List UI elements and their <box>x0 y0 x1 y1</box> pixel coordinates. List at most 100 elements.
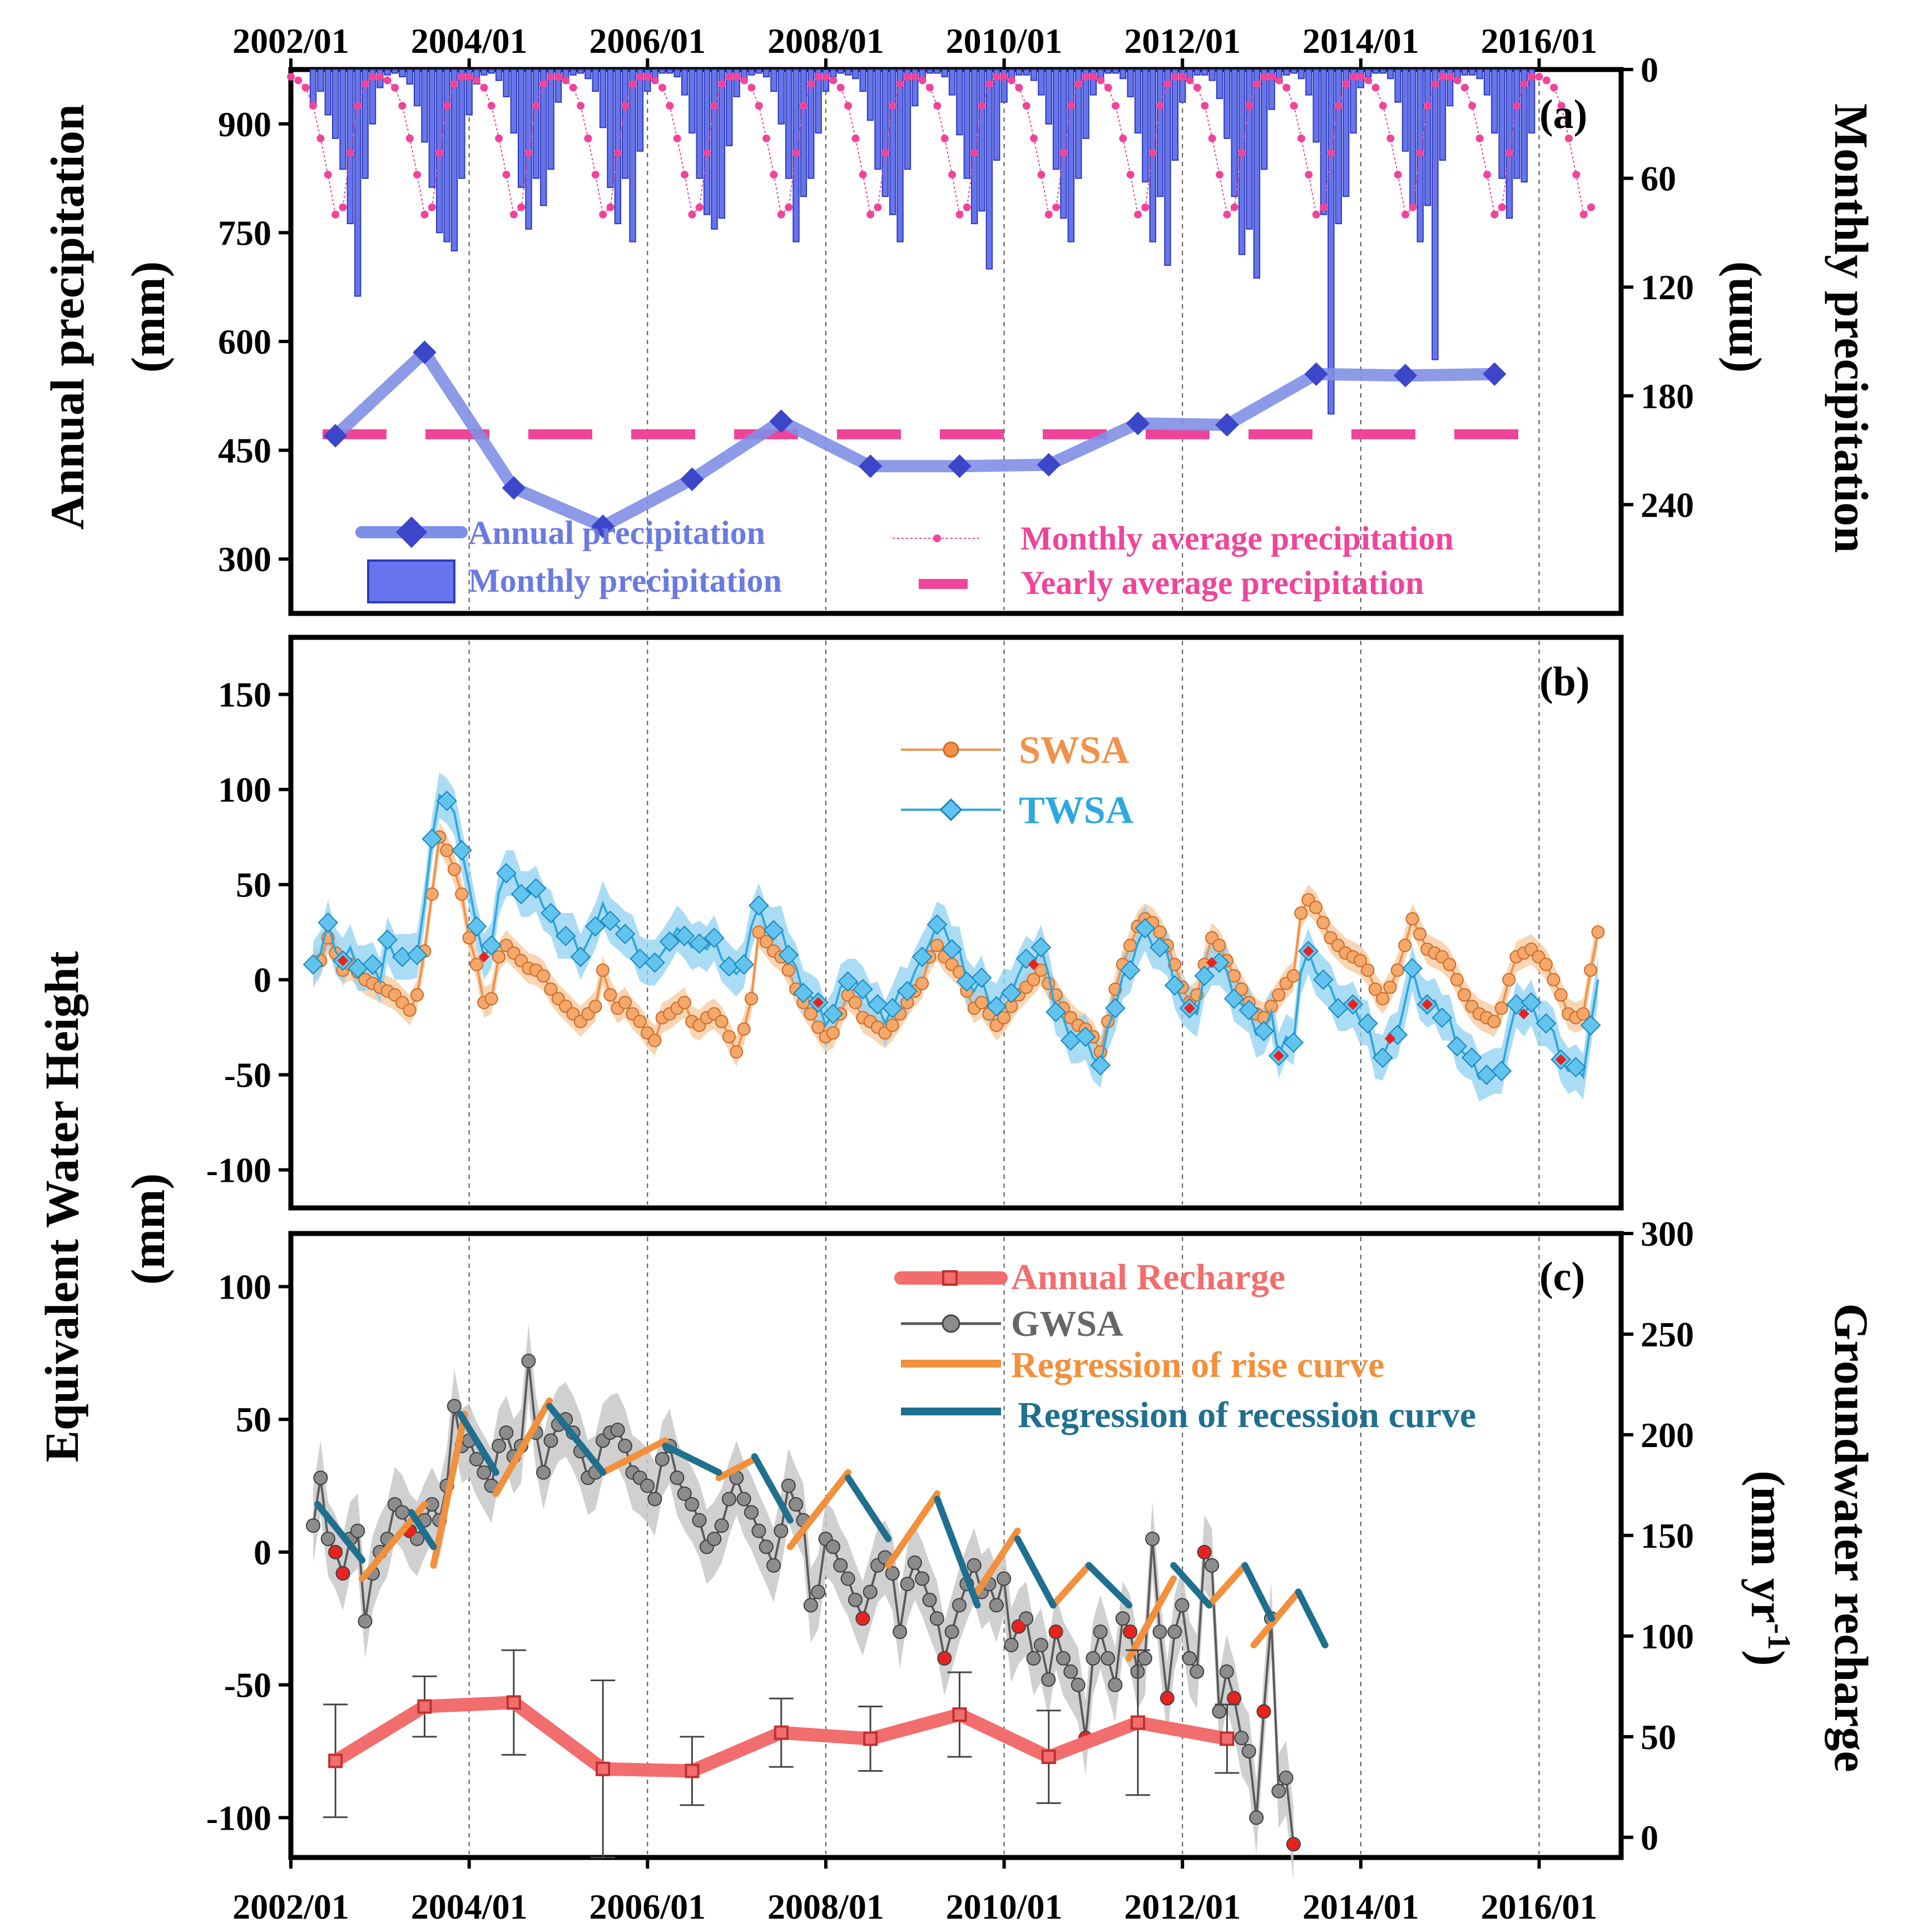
monthly-bar <box>1335 69 1342 225</box>
ytick-label-c-right-250: 250 <box>1641 1315 1694 1354</box>
monthly-average-point <box>1579 210 1588 219</box>
panel-c-right-axis-title: Groundwater recharge <box>1825 1303 1878 1772</box>
swsa-point <box>781 963 795 977</box>
monthly-average-point <box>1305 171 1313 179</box>
monthly-bar <box>896 69 904 242</box>
monthly-average-point <box>495 134 503 142</box>
monthly-average-point <box>465 73 473 81</box>
gwsa-missing-point <box>1198 1545 1211 1558</box>
gwsa-point <box>499 1425 514 1440</box>
panel-a: 300 450 600 750 900 0 60 120 180 240 2002/01 2004… <box>41 21 1878 616</box>
monthly-bar <box>577 69 584 74</box>
swsa-point <box>425 887 439 901</box>
legend-monthly-swatch <box>367 559 455 603</box>
monthly-average-point <box>1401 210 1410 219</box>
monthly-average-point <box>1334 102 1343 110</box>
twsa-point <box>1001 983 1022 1003</box>
ytick-label-c-right-100: 100 <box>1641 1617 1694 1656</box>
gwsa-missing-point <box>1049 1626 1062 1638</box>
annual-precipitation-point <box>680 467 704 491</box>
monthly-bar <box>948 69 956 96</box>
monthly-bar <box>1260 69 1268 170</box>
monthly-bar <box>317 69 324 92</box>
ytick-label-c-left--50: -50 <box>224 1666 271 1705</box>
swsa-point <box>1368 982 1382 996</box>
monthly-bar <box>510 69 518 134</box>
monthly-bar <box>1476 69 1483 80</box>
panel-b-left-axis: -100 -50 0 50 100 150 <box>206 675 291 1190</box>
swsa-point <box>1576 1007 1590 1021</box>
gwsa-point <box>477 1465 492 1480</box>
monthly-average-point <box>1542 76 1551 85</box>
monthly-bar <box>681 69 688 96</box>
ytick-label-c-left-50: 50 <box>236 1400 271 1439</box>
monthly-average-point <box>821 73 830 81</box>
swsa-point <box>997 1011 1011 1024</box>
monthly-average-point <box>413 171 422 179</box>
gwsa-point <box>1145 1532 1160 1547</box>
monthly-average-point <box>918 76 927 85</box>
monthly-bar <box>807 69 815 179</box>
ytick-label-left-300: 300 <box>218 539 271 579</box>
swsa-point <box>730 1045 744 1059</box>
swsa-point <box>603 988 617 1002</box>
twsa-point <box>1254 1021 1274 1042</box>
gwsa-point <box>944 1624 959 1639</box>
swsa-point <box>633 1014 647 1028</box>
monthly-bar <box>554 69 562 103</box>
monthly-average-point <box>1312 210 1320 219</box>
twsa-point <box>897 980 918 1002</box>
legend-recharge-label: Annual Recharge <box>1011 1257 1285 1297</box>
swsa-point <box>455 887 469 901</box>
monthly-bar <box>1342 69 1350 197</box>
rise-segment <box>1126 1575 1177 1662</box>
monthly-average-point <box>301 83 310 92</box>
panel-a-right-axis: 0 60 120 180 240 <box>1621 50 1694 524</box>
twsa-point <box>496 863 517 884</box>
monthly-average-point <box>509 210 518 219</box>
monthly-bar <box>1208 69 1216 81</box>
gwsa-point <box>863 1584 878 1599</box>
gwsa-point <box>306 1518 321 1533</box>
swsa-point <box>544 982 558 996</box>
monthly-bar <box>985 69 993 270</box>
monthly-average-point <box>1059 148 1068 157</box>
monthly-average-point <box>324 171 332 179</box>
monthly-average-point <box>1148 148 1157 157</box>
monthly-average-point <box>1587 203 1596 211</box>
monthly-average-point <box>487 102 496 110</box>
monthly-average-point <box>1490 210 1499 219</box>
monthly-bar <box>346 69 354 225</box>
monthly-bar <box>748 69 755 76</box>
monthly-bar <box>941 69 948 78</box>
xtick-label-top-7: 2016/01 <box>1481 21 1598 61</box>
gwsa-point <box>1004 1638 1019 1653</box>
monthly-average-point <box>673 134 681 142</box>
gwsa-point <box>1071 1677 1086 1692</box>
recession-segment <box>1085 1562 1133 1609</box>
rise-segment <box>1206 1562 1249 1609</box>
monthly-bar <box>711 69 718 230</box>
twsa-point <box>778 944 799 965</box>
panel-b-axis-unit: (mm) <box>121 1173 175 1285</box>
monthly-average-point <box>1141 203 1150 211</box>
monthly-average-point <box>807 80 815 88</box>
twsa-point <box>1402 958 1423 979</box>
swsa-point <box>1584 963 1598 977</box>
monthly-bar <box>503 69 510 97</box>
twsa-point <box>1208 952 1230 973</box>
monthly-bar <box>517 69 525 188</box>
annual-precipitation-point <box>1037 453 1061 477</box>
xtick-label-bottom-6: 2014/01 <box>1302 1887 1419 1926</box>
monthly-average-point <box>836 83 845 92</box>
monthly-average-point <box>1186 76 1194 85</box>
monthly-average-point <box>1379 102 1387 110</box>
twsa-point <box>347 958 368 979</box>
gwsa-point <box>1249 1810 1264 1825</box>
monthly-bar <box>495 69 503 81</box>
monthly-bar <box>673 69 681 78</box>
twsa-point <box>1283 1032 1304 1053</box>
swsa-point <box>1027 973 1041 987</box>
panel-b-label: (b) <box>1539 659 1589 705</box>
gwsa-point <box>922 1592 937 1607</box>
